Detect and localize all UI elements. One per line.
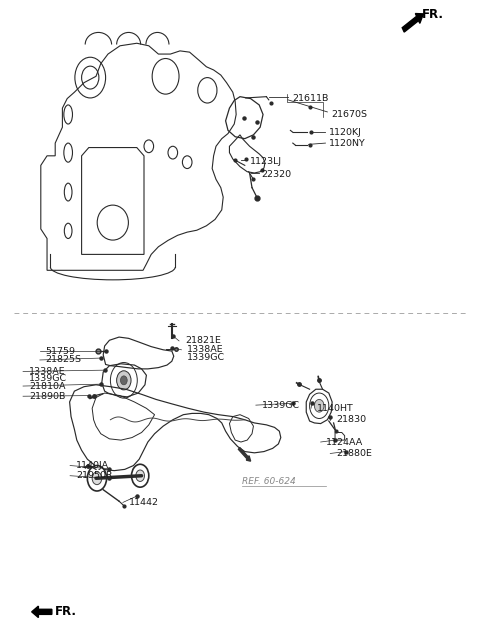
- Text: 1339GC: 1339GC: [29, 374, 67, 383]
- Circle shape: [314, 399, 324, 412]
- Text: 1140HT: 1140HT: [317, 404, 354, 413]
- Circle shape: [92, 472, 102, 485]
- Text: 21830: 21830: [336, 415, 366, 424]
- Text: 21821E: 21821E: [185, 336, 221, 345]
- Text: 1339GC: 1339GC: [262, 401, 300, 410]
- Text: 21810A: 21810A: [29, 382, 65, 391]
- Text: 21950R: 21950R: [76, 471, 112, 480]
- Circle shape: [136, 470, 144, 481]
- Text: FR.: FR.: [421, 8, 444, 21]
- Text: 1124AA: 1124AA: [326, 438, 364, 446]
- Text: 1120NY: 1120NY: [329, 139, 366, 148]
- Text: 21890B: 21890B: [29, 392, 65, 401]
- Text: 21611B: 21611B: [292, 94, 328, 103]
- Circle shape: [87, 466, 107, 491]
- Text: 21670S: 21670S: [331, 110, 367, 119]
- Text: 11442: 11442: [129, 498, 158, 507]
- Text: 21880E: 21880E: [336, 449, 372, 458]
- FancyArrow shape: [32, 606, 52, 618]
- Text: 22320: 22320: [262, 170, 292, 179]
- FancyArrow shape: [239, 447, 251, 461]
- Circle shape: [120, 376, 127, 385]
- FancyArrow shape: [402, 13, 423, 32]
- Circle shape: [132, 464, 149, 487]
- Text: 1140JA: 1140JA: [76, 461, 109, 470]
- Text: 1123LJ: 1123LJ: [250, 157, 282, 166]
- Text: 1120KJ: 1120KJ: [329, 128, 361, 137]
- Text: 1338AE: 1338AE: [29, 367, 65, 376]
- Text: REF. 60-624: REF. 60-624: [242, 477, 296, 486]
- Text: FR.: FR.: [55, 605, 77, 618]
- Text: 1339GC: 1339GC: [187, 353, 225, 362]
- Text: 21825S: 21825S: [46, 356, 82, 364]
- Text: 51759: 51759: [46, 347, 75, 356]
- Circle shape: [117, 371, 131, 390]
- Text: 1338AE: 1338AE: [187, 345, 224, 354]
